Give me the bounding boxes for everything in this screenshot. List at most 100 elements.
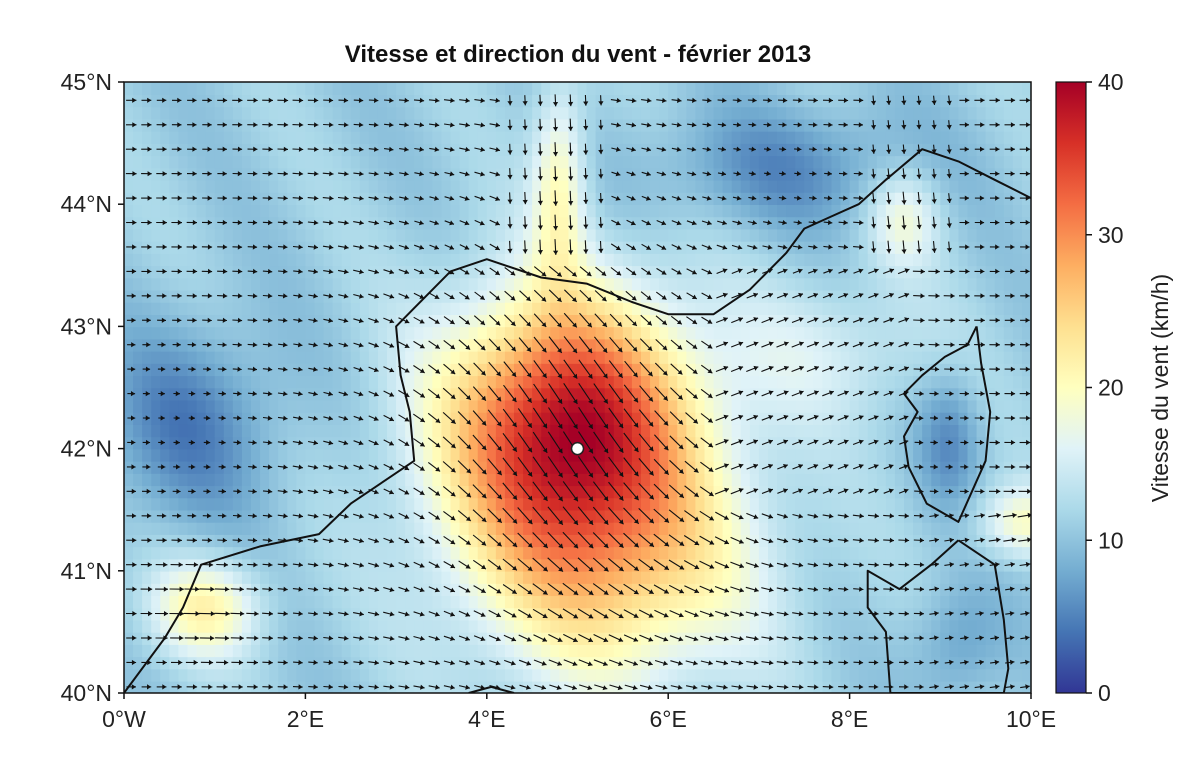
speed-cell <box>722 473 733 487</box>
speed-cell <box>241 277 252 291</box>
speed-cell <box>913 277 923 291</box>
speed-cell <box>849 228 860 242</box>
speed-cell <box>613 277 624 291</box>
speed-cell <box>423 509 434 523</box>
speed-cell <box>423 387 434 401</box>
speed-cell <box>1012 460 1023 474</box>
speed-cell <box>514 448 524 462</box>
speed-cell <box>396 338 406 352</box>
speed-cell <box>486 326 497 340</box>
speed-cell <box>831 583 842 597</box>
speed-cell <box>187 595 198 609</box>
speed-cell <box>495 607 506 621</box>
speed-cell <box>142 82 153 96</box>
speed-cell <box>205 204 216 218</box>
speed-cell <box>151 118 162 132</box>
speed-cell <box>1003 570 1014 584</box>
speed-cell <box>359 448 370 462</box>
speed-cell <box>332 558 343 572</box>
speed-cell <box>795 668 806 682</box>
speed-cell <box>786 460 796 474</box>
speed-cell <box>613 387 624 401</box>
speed-cell <box>495 644 506 658</box>
speed-cell <box>622 289 633 303</box>
speed-cell <box>196 130 207 144</box>
speed-cell <box>1012 314 1023 328</box>
speed-cell <box>305 546 316 560</box>
speed-cell <box>241 143 252 157</box>
speed-cell <box>740 509 751 523</box>
speed-cell <box>441 485 452 499</box>
speed-cell <box>786 118 796 132</box>
speed-cell <box>341 106 352 120</box>
speed-cell <box>613 411 624 425</box>
speed-cell <box>432 387 443 401</box>
speed-cell <box>396 326 406 340</box>
speed-cell <box>332 155 343 169</box>
speed-cell <box>377 314 388 328</box>
speed-cell <box>904 448 914 462</box>
speed-cell <box>559 118 570 132</box>
speed-cell <box>786 583 796 597</box>
speed-cell <box>913 253 923 267</box>
speed-cell <box>414 521 425 535</box>
speed-cell <box>949 534 960 548</box>
speed-cell <box>387 277 397 291</box>
speed-cell <box>904 521 914 535</box>
speed-cell <box>568 460 579 474</box>
speed-cell <box>568 94 579 108</box>
speed-cell <box>423 448 434 462</box>
speed-cell <box>767 644 778 658</box>
speed-cell <box>486 375 497 389</box>
speed-cell <box>967 583 978 597</box>
speed-cell <box>876 607 887 621</box>
speed-cell <box>894 521 905 535</box>
speed-cell <box>631 595 642 609</box>
speed-cell <box>622 473 633 487</box>
speed-cell <box>913 521 923 535</box>
speed-cell <box>668 534 679 548</box>
speed-cell <box>786 106 796 120</box>
speed-cell <box>387 424 397 438</box>
speed-cell <box>423 289 434 303</box>
speed-cell <box>767 546 778 560</box>
speed-cell <box>550 619 561 633</box>
speed-cell <box>250 204 261 218</box>
speed-cell <box>377 375 388 389</box>
speed-cell <box>867 204 878 218</box>
speed-cell <box>550 130 561 144</box>
speed-cell <box>568 546 579 560</box>
speed-cell <box>650 485 660 499</box>
speed-cell <box>958 130 969 144</box>
speed-cell <box>223 448 234 462</box>
speed-cell <box>196 619 207 633</box>
speed-cell <box>423 521 434 535</box>
speed-cell <box>994 497 1005 511</box>
speed-cell <box>541 399 552 413</box>
speed-cell <box>359 289 370 303</box>
speed-cell <box>831 240 842 254</box>
speed-cell <box>396 106 406 120</box>
speed-cell <box>677 387 688 401</box>
speed-cell <box>976 521 987 535</box>
speed-cell <box>1012 436 1023 450</box>
speed-cell <box>767 240 778 254</box>
speed-cell <box>713 277 724 291</box>
speed-cell <box>831 607 842 621</box>
speed-cell <box>151 497 162 511</box>
speed-cell <box>160 521 171 535</box>
speed-cell <box>377 155 388 169</box>
speed-cell <box>241 546 252 560</box>
speed-cell <box>740 680 751 693</box>
speed-cell <box>695 338 706 352</box>
speed-cell <box>514 82 524 96</box>
speed-cell <box>205 350 216 364</box>
speed-cell <box>613 82 624 96</box>
speed-cell <box>495 289 506 303</box>
speed-cell <box>432 350 443 364</box>
speed-cell <box>586 668 597 682</box>
speed-cell <box>994 277 1005 291</box>
speed-cell <box>459 326 470 340</box>
speed-cell <box>1003 521 1014 535</box>
speed-cell <box>323 595 334 609</box>
